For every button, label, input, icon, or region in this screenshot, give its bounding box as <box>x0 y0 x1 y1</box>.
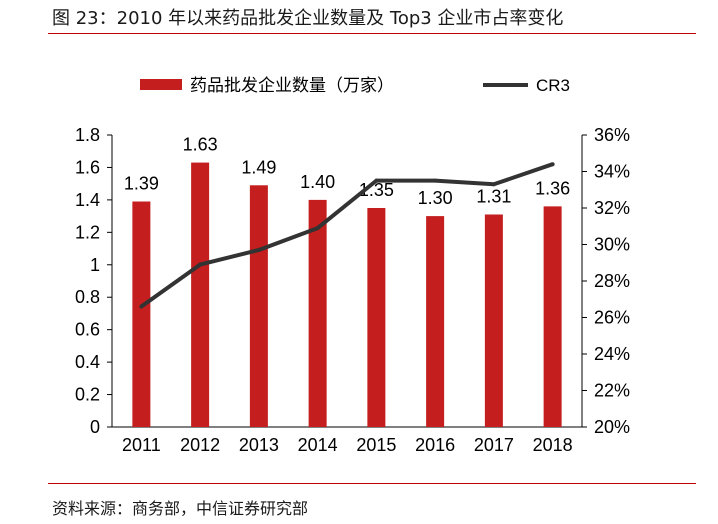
x-tick-label: 2015 <box>356 435 396 455</box>
y-left-tick-label: 0.2 <box>75 385 100 405</box>
legend-line-label: CR3 <box>536 76 570 95</box>
bar-value-label: 1.36 <box>535 178 570 198</box>
y-left-tick-label: 1.6 <box>75 157 100 177</box>
bar-value-label: 1.30 <box>418 188 453 208</box>
cr3-point <box>256 247 261 252</box>
bar-2017 <box>484 214 503 427</box>
bar-2012 <box>191 162 210 428</box>
bar-2014 <box>308 199 327 427</box>
legend-bar-label: 药品批发企业数量（万家） <box>190 76 394 95</box>
y-right-tick-label: 32% <box>594 198 630 218</box>
y-left-tick-label: 1.4 <box>75 190 100 210</box>
cr3-point <box>550 162 555 167</box>
y-right-tick-label: 36% <box>594 125 630 145</box>
bar-value-label: 1.63 <box>183 135 218 155</box>
bar-2016 <box>426 216 445 427</box>
combo-chart: 0 0.2 0.4 0.6 0.8 1 1.2 1.4 1.6 1.8 20% 22% 24% 26% 28… <box>75 76 630 455</box>
x-tick-label: 2012 <box>180 435 220 455</box>
bar-value-label: 1.35 <box>359 180 394 200</box>
y-left-tick-label: 0.4 <box>75 352 100 372</box>
y-right-tick-label: 22% <box>594 381 630 401</box>
y-left-tick-label: 0.8 <box>75 287 100 307</box>
y-left-tick-label: 1.8 <box>75 125 100 145</box>
bar-2011 <box>132 201 151 427</box>
x-tick-label: 2013 <box>239 435 279 455</box>
y-left-tick-label: 0 <box>90 417 100 437</box>
y-left-tick-label: 1.2 <box>75 222 100 242</box>
cr3-point <box>315 226 320 231</box>
cr3-point <box>433 178 438 183</box>
y-right-tick-label: 24% <box>594 344 630 364</box>
y-right-tick-label: 28% <box>594 271 630 291</box>
cr3-point <box>139 304 144 309</box>
bar-value-label: 1.39 <box>124 174 159 194</box>
bar-value-label: 1.31 <box>476 186 511 206</box>
y-right-tick-label: 26% <box>594 308 630 328</box>
x-tick-label: 2018 <box>533 435 573 455</box>
x-tick-label: 2011 <box>122 435 161 455</box>
bar-value-label: 1.40 <box>300 172 335 192</box>
y-right-tick-label: 34% <box>594 162 630 182</box>
legend-bar-swatch <box>140 79 182 90</box>
title-divider <box>48 33 696 34</box>
cr3-point <box>491 182 496 187</box>
x-tick-label: 2014 <box>298 435 338 455</box>
y-left-tick-label: 1 <box>90 255 100 275</box>
cr3-line <box>140 162 554 309</box>
cr3-point <box>374 178 379 183</box>
y-left-tick-label: 0.6 <box>75 320 100 340</box>
bar-2018 <box>543 206 562 427</box>
bar-2013 <box>249 185 268 427</box>
bar-value-label: 1.49 <box>241 157 276 177</box>
y-right-tick-label: 30% <box>594 235 630 255</box>
cr3-point <box>198 262 203 267</box>
source-note: 资料来源：商务部，中信证券研究部 <box>52 499 309 518</box>
x-tick-label: 2016 <box>415 435 455 455</box>
figure-title: 图 23：2010 年以来药品批发企业数量及 Top3 企业市占率变化 <box>52 8 564 29</box>
bar-2015 <box>367 208 386 427</box>
x-tick-label: 2017 <box>474 435 514 455</box>
source-divider <box>48 483 696 484</box>
y-right-tick-label: 20% <box>594 417 630 437</box>
